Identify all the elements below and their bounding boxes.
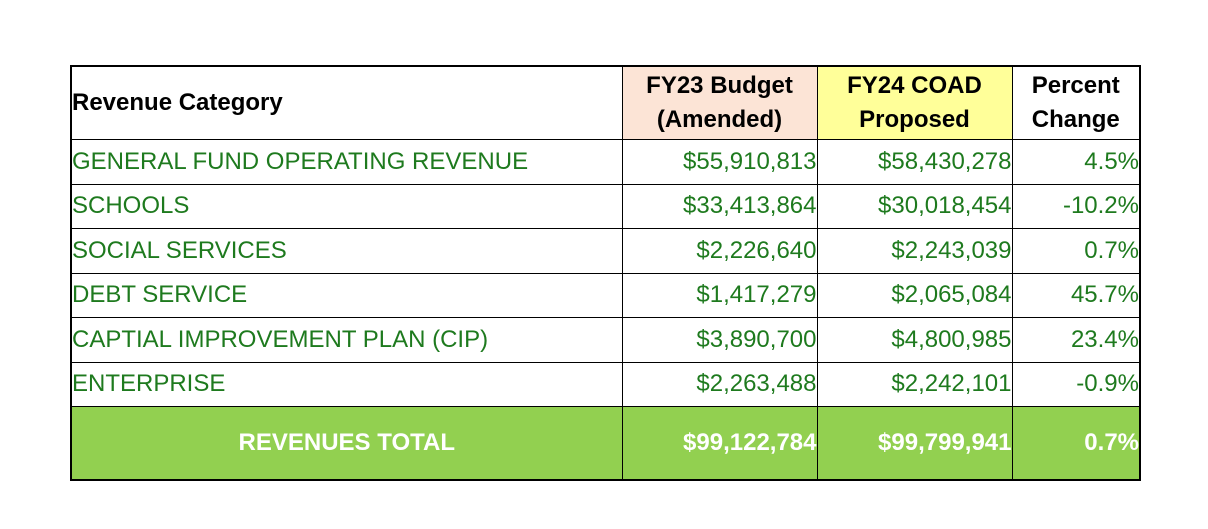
fy23-header-line1: FY23 Budget [646, 72, 793, 99]
percent-header-line2: Change [1031, 106, 1120, 133]
row-fy24-value: $2,243,039 [816, 228, 1013, 274]
table-row: SCHOOLS $33,413,864 $30,018,454 -10.2% [70, 183, 1141, 229]
revenue-category-header-label: Revenue Category [72, 89, 283, 116]
row-fy23-value: $1,417,279 [621, 272, 818, 318]
fy24-proposed-header: FY24 COAD Proposed [816, 65, 1013, 140]
revenue-category-header: Revenue Category [70, 65, 623, 140]
row-fy23-value: $2,226,640 [621, 228, 818, 274]
row-percent-change: 45.7% [1011, 272, 1141, 318]
row-percent-change: 23.4% [1011, 317, 1141, 363]
row-fy23-value: $3,890,700 [621, 317, 818, 363]
fy23-header-line2: (Amended) [656, 106, 783, 133]
row-category: CAPTIAL IMPROVEMENT PLAN (CIP) [70, 317, 623, 363]
row-percent-change: 0.7% [1011, 228, 1141, 274]
row-fy23-value: $2,263,488 [621, 361, 818, 407]
table-row: DEBT SERVICE $1,417,279 $2,065,084 45.7% [70, 272, 1141, 318]
row-category: GENERAL FUND OPERATING REVENUE [70, 139, 623, 185]
total-row: REVENUES TOTAL $99,122,784 $99,799,941 0… [70, 406, 1141, 481]
row-fy23-value: $55,910,813 [621, 139, 818, 185]
revenues-total-label: REVENUES TOTAL [70, 406, 623, 481]
row-percent-change: 4.5% [1011, 139, 1141, 185]
table-row: CAPTIAL IMPROVEMENT PLAN (CIP) $3,890,70… [70, 317, 1141, 363]
revenue-table: Revenue Category FY23 Budget (Amended) F… [70, 65, 1141, 481]
row-category: SOCIAL SERVICES [70, 228, 623, 274]
header-row: Revenue Category FY23 Budget (Amended) F… [70, 65, 1141, 140]
row-fy24-value: $58,430,278 [816, 139, 1013, 185]
row-fy23-value: $33,413,864 [621, 183, 818, 229]
row-fy24-value: $30,018,454 [816, 183, 1013, 229]
row-category: ENTERPRISE [70, 361, 623, 407]
row-category: DEBT SERVICE [70, 272, 623, 318]
row-fy24-value: $4,800,985 [816, 317, 1013, 363]
total-fy23-value: $99,122,784 [621, 406, 818, 481]
total-percent-change: 0.7% [1011, 406, 1141, 481]
row-fy24-value: $2,065,084 [816, 272, 1013, 318]
table-row: GENERAL FUND OPERATING REVENUE $55,910,8… [70, 139, 1141, 185]
table-row: ENTERPRISE $2,263,488 $2,242,101 -0.9% [70, 361, 1141, 407]
fy24-header-line1: FY24 COAD [847, 72, 982, 99]
fy23-budget-header: FY23 Budget (Amended) [621, 65, 818, 140]
row-category: SCHOOLS [70, 183, 623, 229]
table-row: SOCIAL SERVICES $2,226,640 $2,243,039 0.… [70, 228, 1141, 274]
total-fy24-value: $99,799,941 [816, 406, 1013, 481]
percent-change-header: Percent Change [1011, 65, 1141, 140]
fy24-header-line2: Proposed [859, 106, 970, 133]
row-percent-change: -10.2% [1011, 183, 1141, 229]
row-fy24-value: $2,242,101 [816, 361, 1013, 407]
percent-header-line1: Percent [1031, 72, 1120, 99]
row-percent-change: -0.9% [1011, 361, 1141, 407]
